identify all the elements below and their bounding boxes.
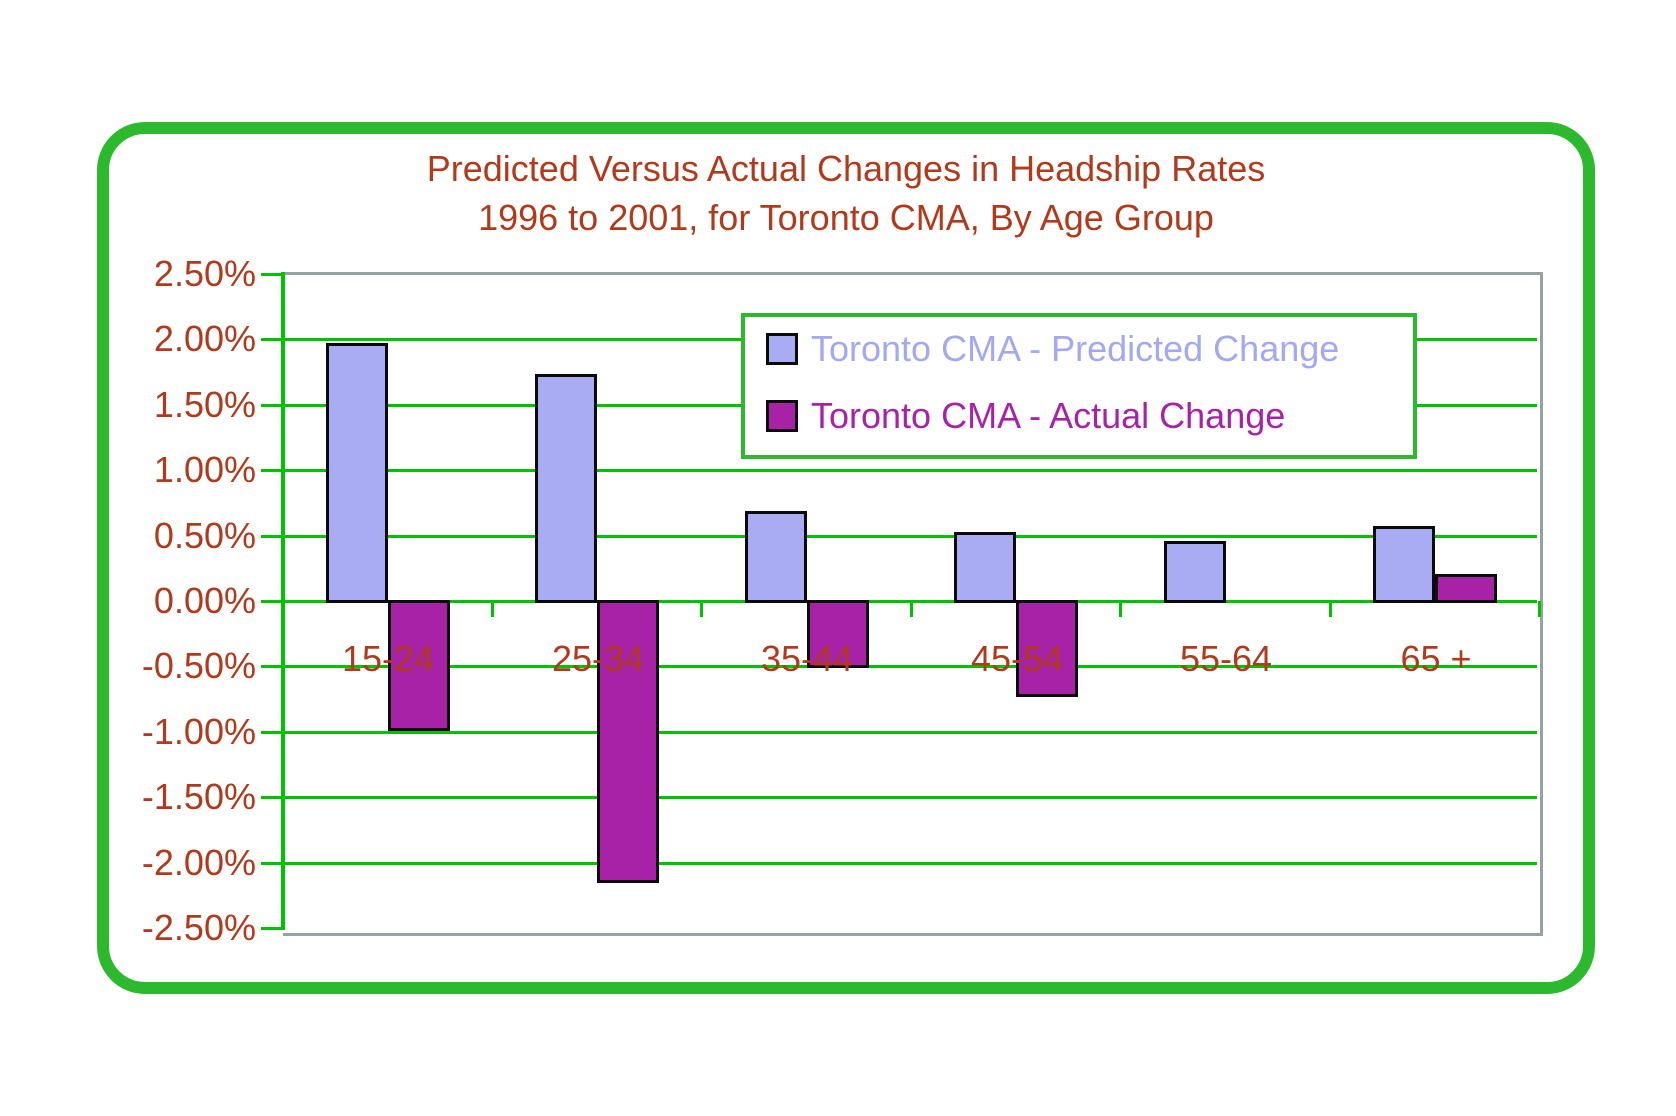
y-axis-tick-label: -2.50% — [141, 907, 256, 948]
legend-marker-predicted — [766, 333, 798, 365]
legend-marker-actual — [766, 400, 798, 432]
y-axis-tick-label: -1.00% — [141, 711, 256, 752]
y-axis-tick-label: 2.00% — [153, 318, 256, 359]
bar-predicted-25-34 — [535, 374, 597, 603]
x-axis-tick — [1538, 601, 1541, 617]
x-axis-category-label: 35-44 — [760, 638, 854, 679]
y-axis-tick — [261, 338, 283, 341]
x-axis-category-label: 45-54 — [970, 638, 1064, 679]
y-axis-tick-label: 1.50% — [153, 384, 256, 425]
x-axis-category-label: 55-64 — [1179, 638, 1273, 679]
x-axis-category-label: 15-24 — [341, 638, 435, 679]
y-axis-tick — [261, 404, 283, 407]
x-axis-category-label: 65 + — [1400, 638, 1472, 679]
bar-actual-15-24 — [388, 600, 450, 731]
bar-predicted-45-54 — [954, 532, 1016, 603]
y-axis-tick-label: 0.00% — [153, 580, 256, 621]
chart-title-line1: Predicted Versus Actual Changes in Heads… — [426, 148, 1266, 189]
y-axis-tick-label: -2.00% — [141, 842, 256, 883]
gridline — [283, 665, 1537, 668]
y-axis-tick — [261, 796, 283, 799]
gridline — [283, 862, 1537, 865]
bar-actual-65+ — [1435, 574, 1497, 603]
bar-predicted-15-24 — [326, 343, 388, 603]
gridline — [283, 731, 1537, 734]
y-axis-tick — [261, 731, 283, 734]
legend-label-actual: Toronto CMA - Actual Change — [811, 395, 1286, 436]
x-axis-tick — [700, 601, 703, 617]
x-axis-tick — [910, 601, 913, 617]
x-axis-tick — [1119, 601, 1122, 617]
bar-predicted-65+ — [1373, 526, 1435, 603]
legend-item-predicted: Toronto CMA - Predicted Change — [745, 329, 1339, 369]
legend-label-predicted: Toronto CMA - Predicted Change — [811, 328, 1340, 369]
bar-predicted-55-64 — [1164, 541, 1226, 603]
x-axis-category-label: 25-34 — [551, 638, 645, 679]
bar-actual-35-44 — [807, 600, 869, 668]
chart-title-line2: 1996 to 2001, for Toronto CMA, By Age Gr… — [478, 197, 1214, 238]
legend-item-actual: Toronto CMA - Actual Change — [745, 396, 1285, 436]
legend: Toronto CMA - Predicted Change Toronto C… — [741, 313, 1417, 459]
bar-predicted-35-44 — [745, 511, 807, 603]
y-axis-tick — [261, 535, 283, 538]
x-axis-tick — [1329, 601, 1332, 617]
x-axis-tick — [491, 601, 494, 617]
gridline — [283, 535, 1537, 538]
y-axis-tick — [261, 862, 283, 865]
y-axis-tick — [261, 927, 283, 930]
y-axis-tick-label: -1.50% — [141, 776, 256, 817]
y-axis-tick — [261, 273, 283, 276]
bar-actual-25-34 — [597, 600, 659, 883]
y-axis-tick-label: 0.50% — [153, 515, 256, 556]
bar-actual-45-54 — [1016, 600, 1078, 697]
plot-area-border — [283, 272, 1543, 936]
y-axis-tick — [261, 665, 283, 668]
gridline — [283, 796, 1537, 799]
y-axis-tick — [261, 469, 283, 472]
y-axis-tick-label: -0.50% — [141, 645, 256, 686]
gridline — [283, 469, 1537, 472]
y-axis-tick-label: 2.50% — [153, 253, 256, 294]
chart-title: Predicted Versus Actual Changes in Heads… — [97, 144, 1595, 242]
y-axis-tick — [261, 600, 283, 603]
y-axis-tick-label: 1.00% — [153, 449, 256, 490]
